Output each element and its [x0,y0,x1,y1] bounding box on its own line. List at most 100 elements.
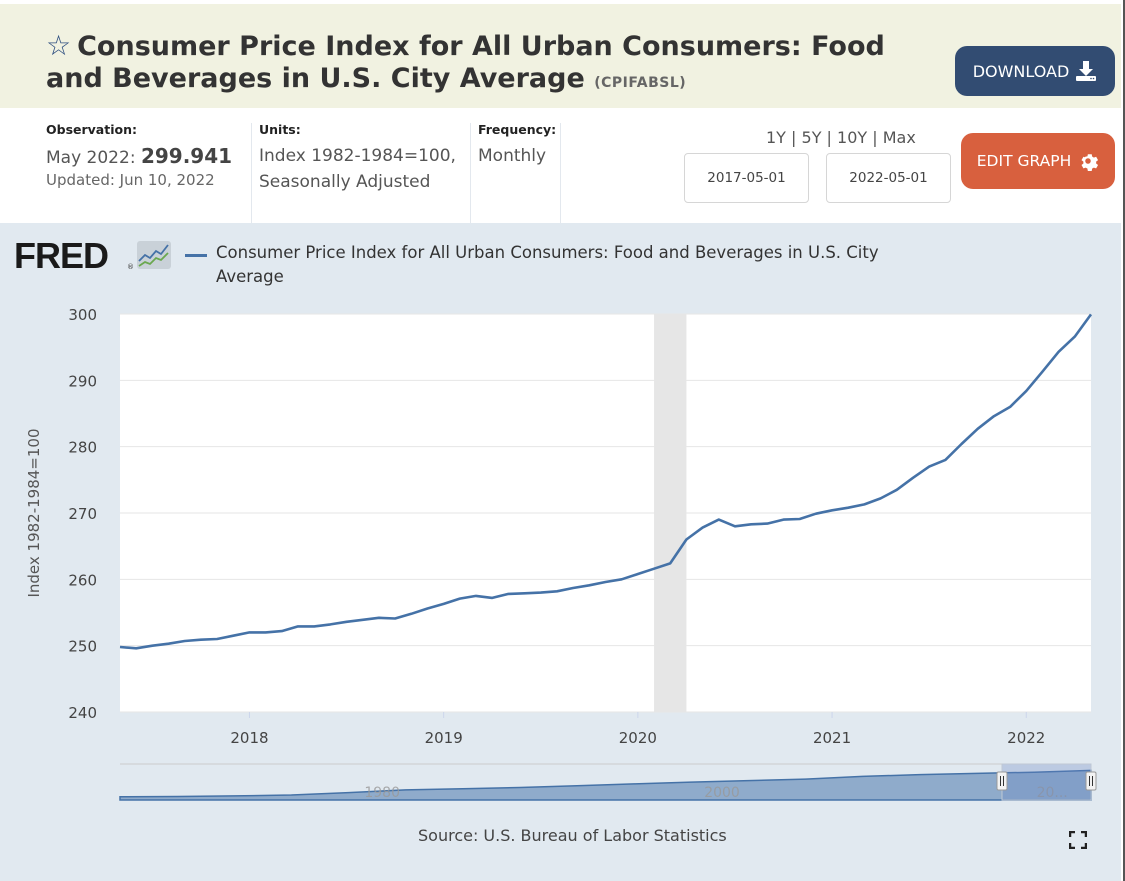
data-point[interactable] [699,524,707,532]
data-point[interactable] [391,614,399,622]
data-point[interactable] [666,559,674,567]
data-point[interactable] [262,628,270,636]
data-point[interactable] [488,594,496,602]
data-point[interactable] [472,592,480,600]
range-1y[interactable]: 1Y [766,128,786,147]
frequency-label: Frequency: [478,122,557,137]
data-point[interactable] [844,504,852,512]
data-point[interactable] [731,522,739,530]
edit-graph-button[interactable]: EDIT GRAPH [961,133,1115,189]
navigator-handle-right[interactable] [1085,771,1097,791]
data-point[interactable] [1006,403,1014,411]
units-block: Units: Index 1982-1984=100, Seasonally A… [259,122,456,195]
data-point[interactable] [456,595,464,603]
data-point[interactable] [537,589,545,597]
legend-swatch [185,254,207,257]
units-line-2: Seasonally Adjusted [259,172,431,192]
data-point[interactable] [1071,333,1079,341]
source-note: Source: U.S. Bureau of Labor Statistics [418,826,727,845]
y-tick-label: 270 [68,505,97,523]
data-point[interactable] [1038,368,1046,376]
x-tick-label: 2019 [425,729,463,747]
units-label: Units: [259,122,301,137]
data-point[interactable] [602,578,610,586]
data-point[interactable] [310,622,318,630]
y-tick-label: 300 [68,306,97,324]
data-point[interactable] [909,474,917,482]
x-tick-label: 2018 [230,729,268,747]
data-point[interactable] [423,605,431,613]
series-line[interactable] [119,313,1093,650]
data-point[interactable] [650,565,658,573]
y-tick-label: 280 [68,439,97,457]
data-point[interactable] [116,643,124,651]
download-icon [1076,61,1097,81]
x-tick-label: 2022 [1007,729,1045,747]
legend-label[interactable]: Consumer Price Index for All Urban Consu… [216,243,879,286]
data-point[interactable] [553,587,561,595]
data-point[interactable] [941,456,949,464]
data-point[interactable] [828,506,836,514]
data-point[interactable] [440,600,448,608]
data-point[interactable] [359,616,367,624]
series-title: Consumer Price Index for All Urban Consu… [46,31,885,94]
data-point[interactable] [618,575,626,583]
y-axis-label: Index 1982-1984=100 [25,428,43,597]
data-point[interactable] [925,463,933,471]
data-point[interactable] [747,520,755,528]
line-chart[interactable]: 240 250 260 270 280 290 300 2018 2019 2020 2021 202… [0,223,1121,823]
data-point[interactable] [974,425,982,433]
data-point[interactable] [682,536,690,544]
y-tick-label: 260 [68,571,97,589]
observation-block: Observation: May 2022: 299.941 Updated: … [46,122,232,189]
data-point[interactable] [796,515,804,523]
data-point[interactable] [213,635,221,643]
download-button[interactable]: DOWNLOAD [955,46,1115,96]
data-point[interactable] [860,500,868,508]
data-point[interactable] [165,640,173,648]
data-point[interactable] [229,632,237,640]
range-10y[interactable]: 10Y [837,128,868,147]
fullscreen-icon[interactable] [1069,831,1087,849]
data-point[interactable] [197,636,205,644]
data-point[interactable] [1087,310,1095,318]
data-point[interactable] [294,622,302,630]
range-5y[interactable]: 5Y [801,128,822,147]
data-point[interactable] [407,610,415,618]
range-max[interactable]: Max [882,128,916,147]
download-label: DOWNLOAD [972,61,1070,81]
data-point[interactable] [326,620,334,628]
data-point[interactable] [958,440,966,448]
navigator-selection[interactable] [1001,763,1092,801]
data-point[interactable] [877,494,885,502]
data-point[interactable] [148,642,156,650]
data-point[interactable] [375,614,383,622]
data-point[interactable] [780,516,788,524]
data-point[interactable] [521,589,529,597]
navigator-handle-left[interactable] [996,771,1008,791]
data-point[interactable] [893,486,901,494]
divider [560,123,561,223]
data-point[interactable] [278,627,286,635]
data-point[interactable] [715,516,723,524]
data-point[interactable] [585,581,593,589]
data-point[interactable] [990,412,998,420]
y-tick-label: 240 [68,704,97,722]
data-point[interactable] [1022,387,1030,395]
data-point[interactable] [763,520,771,528]
start-date-input[interactable] [684,153,809,203]
data-point[interactable] [504,590,512,598]
star-outline-icon[interactable]: ☆ [46,29,72,62]
fred-registered-mark: ® [127,263,134,271]
data-point[interactable] [1055,348,1063,356]
y-tick-label: 250 [68,638,97,656]
observation-label: Observation: [46,122,137,137]
data-point[interactable] [634,570,642,578]
data-point[interactable] [245,628,253,636]
data-point[interactable] [132,644,140,652]
end-date-input[interactable] [826,153,951,203]
data-point[interactable] [181,637,189,645]
data-point[interactable] [569,584,577,592]
data-point[interactable] [343,618,351,626]
data-point[interactable] [812,510,820,518]
